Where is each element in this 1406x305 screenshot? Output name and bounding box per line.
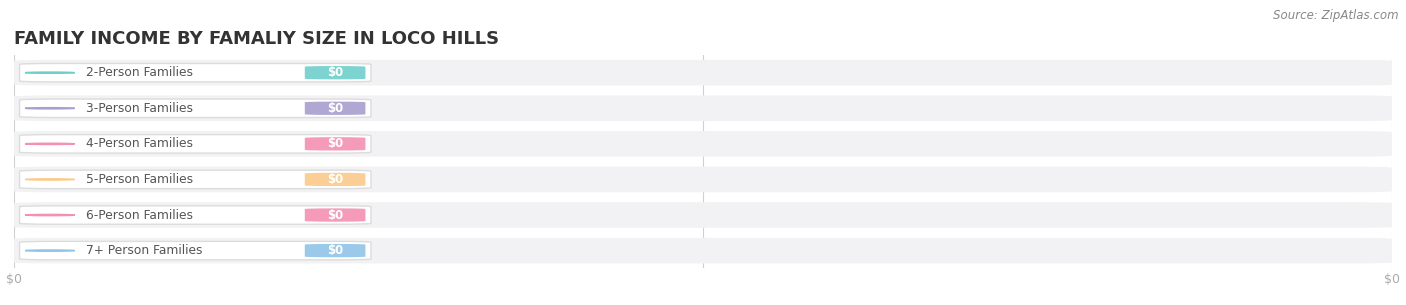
FancyBboxPatch shape bbox=[20, 99, 371, 117]
Circle shape bbox=[25, 179, 75, 180]
FancyBboxPatch shape bbox=[20, 241, 371, 260]
Text: 4-Person Families: 4-Person Families bbox=[86, 137, 193, 150]
Text: 3-Person Families: 3-Person Families bbox=[86, 102, 193, 115]
Text: $0: $0 bbox=[328, 66, 343, 79]
FancyBboxPatch shape bbox=[14, 95, 1392, 121]
Text: 2-Person Families: 2-Person Families bbox=[86, 66, 193, 79]
Text: $0: $0 bbox=[328, 244, 343, 257]
FancyBboxPatch shape bbox=[305, 102, 366, 115]
FancyBboxPatch shape bbox=[14, 131, 1392, 157]
Text: $0: $0 bbox=[328, 209, 343, 221]
Text: $0: $0 bbox=[328, 173, 343, 186]
Text: 5-Person Families: 5-Person Families bbox=[86, 173, 193, 186]
Circle shape bbox=[25, 214, 75, 216]
Text: FAMILY INCOME BY FAMALIY SIZE IN LOCO HILLS: FAMILY INCOME BY FAMALIY SIZE IN LOCO HI… bbox=[14, 30, 499, 48]
FancyBboxPatch shape bbox=[20, 135, 371, 153]
FancyBboxPatch shape bbox=[305, 173, 366, 186]
Circle shape bbox=[25, 250, 75, 251]
Circle shape bbox=[25, 143, 75, 145]
FancyBboxPatch shape bbox=[14, 202, 1392, 228]
Text: $0: $0 bbox=[328, 137, 343, 150]
FancyBboxPatch shape bbox=[14, 238, 1392, 264]
Text: 6-Person Families: 6-Person Families bbox=[86, 209, 193, 221]
FancyBboxPatch shape bbox=[20, 170, 371, 189]
FancyBboxPatch shape bbox=[14, 60, 1392, 85]
FancyBboxPatch shape bbox=[305, 137, 366, 150]
Circle shape bbox=[25, 72, 75, 73]
Text: 7+ Person Families: 7+ Person Families bbox=[86, 244, 202, 257]
FancyBboxPatch shape bbox=[305, 66, 366, 79]
FancyBboxPatch shape bbox=[305, 208, 366, 222]
FancyBboxPatch shape bbox=[20, 206, 371, 224]
Text: Source: ZipAtlas.com: Source: ZipAtlas.com bbox=[1274, 9, 1399, 22]
Text: $0: $0 bbox=[328, 102, 343, 115]
FancyBboxPatch shape bbox=[20, 63, 371, 82]
Circle shape bbox=[25, 108, 75, 109]
FancyBboxPatch shape bbox=[14, 167, 1392, 192]
FancyBboxPatch shape bbox=[305, 244, 366, 257]
